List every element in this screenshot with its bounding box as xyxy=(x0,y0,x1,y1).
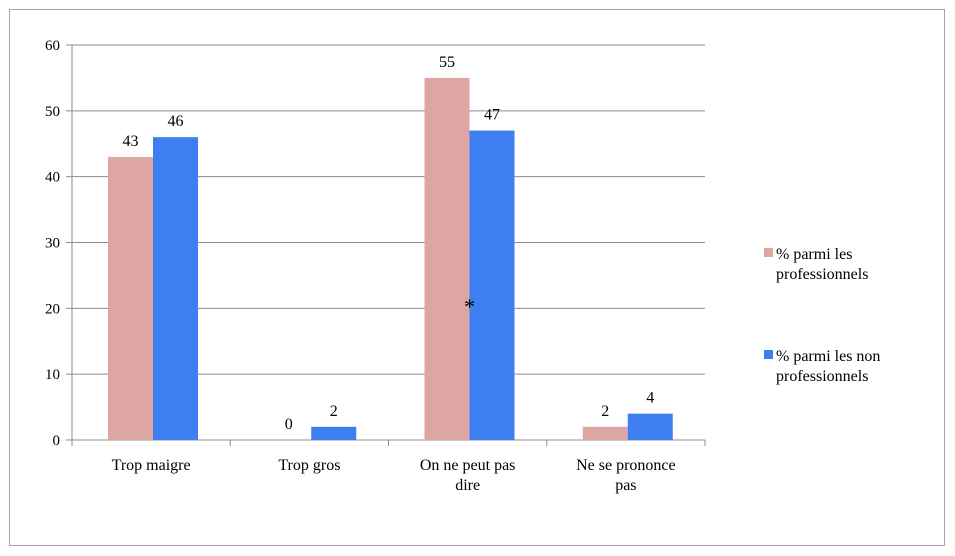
bar xyxy=(108,156,153,440)
bars xyxy=(108,77,673,441)
data-label: 46 xyxy=(168,113,184,130)
legend-swatch xyxy=(764,248,773,257)
y-tick-label: 10 xyxy=(45,367,60,383)
data-label: 43 xyxy=(123,133,139,150)
category-label: Trop gros xyxy=(278,457,340,474)
data-label: 47 xyxy=(484,107,500,124)
legend-swatch xyxy=(764,350,773,359)
category-label: On ne peut pas dire xyxy=(420,457,516,494)
bar xyxy=(627,413,673,440)
legend-label: % parmi les professionnels xyxy=(776,246,868,283)
y-tick-label: 20 xyxy=(45,301,60,317)
y-tick-label: 30 xyxy=(45,236,60,252)
category-labels: Trop maigre Trop gros On ne peut pas dire Ne… xyxy=(112,457,676,494)
bar xyxy=(469,130,515,441)
y-tick-label: 50 xyxy=(45,104,60,120)
y-tick-label: 60 xyxy=(45,38,60,54)
bar xyxy=(153,137,198,440)
legend-label: % parmi les non professionnels xyxy=(776,348,880,385)
bar xyxy=(582,426,628,440)
annotation-asterisk: * xyxy=(464,294,475,319)
category-label: Ne se prononce pas xyxy=(576,457,676,494)
data-label: 2 xyxy=(330,403,338,420)
y-tick-label: 40 xyxy=(45,170,60,186)
bar xyxy=(424,77,470,441)
legend: % parmi les professionnels % parmi les non… xyxy=(764,246,880,385)
annotations: * xyxy=(464,294,475,319)
category-label: Trop maigre xyxy=(112,457,191,474)
tick-labels: 0 10 20 30 40 50 60 xyxy=(45,38,60,449)
data-labels: 43 0 55 2 46 2 47 4 xyxy=(123,54,655,433)
data-label: 0 xyxy=(285,416,293,433)
bar xyxy=(311,426,357,440)
data-label: 2 xyxy=(601,403,609,420)
data-label: 55 xyxy=(439,54,455,71)
y-tick-label: 0 xyxy=(53,433,61,449)
data-label: 4 xyxy=(646,390,654,407)
